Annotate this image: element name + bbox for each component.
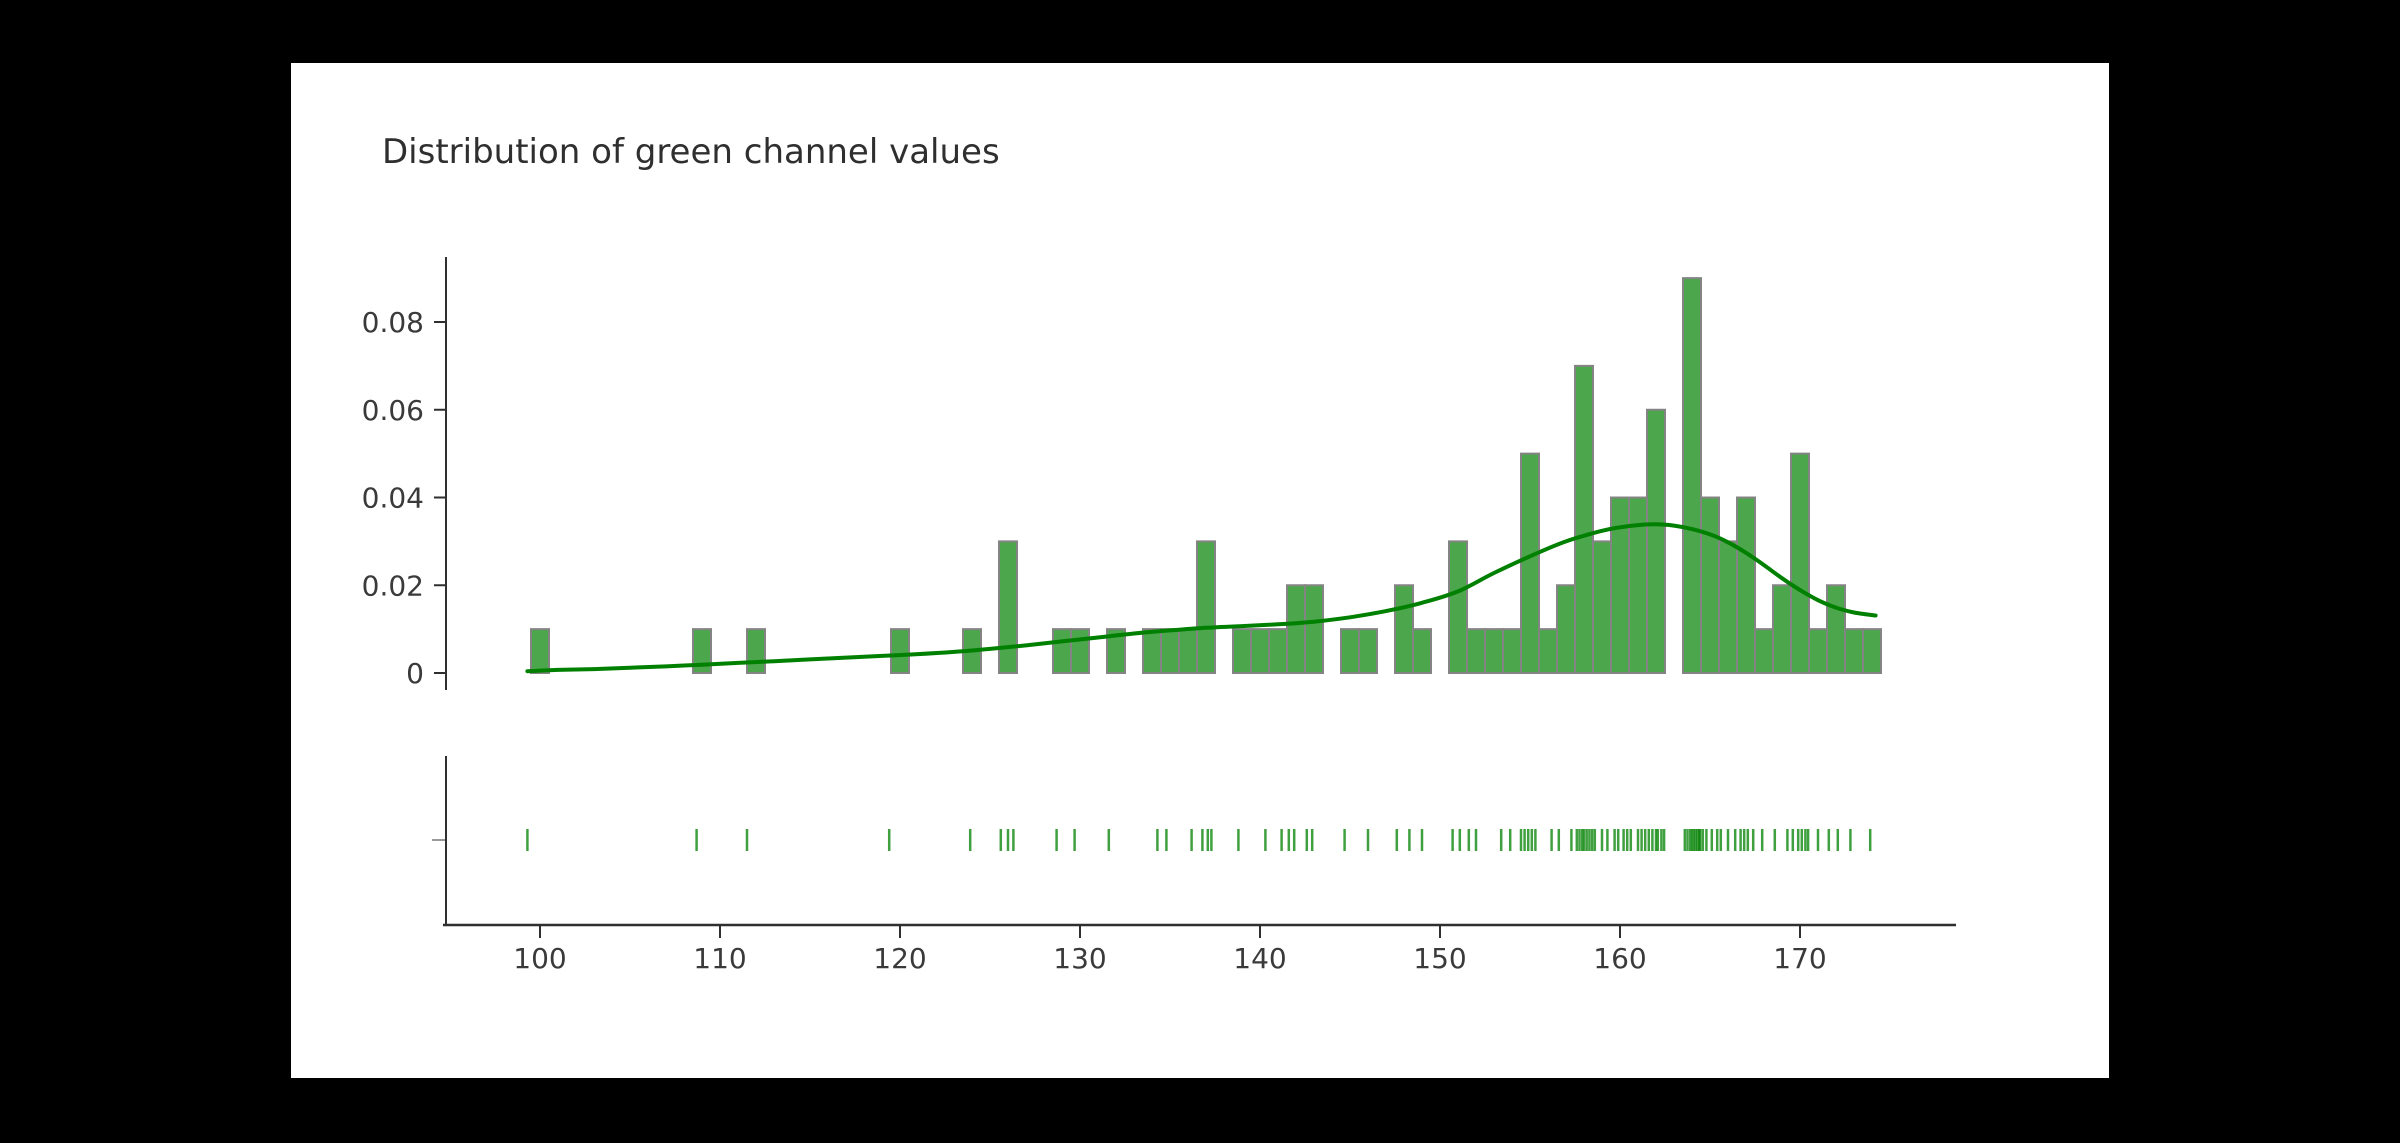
- y-axis-ticks: 0 0.02 0.04 0.06 0.08: [362, 306, 446, 690]
- histogram-bar: [1412, 628, 1432, 674]
- histogram-bar: [1448, 540, 1468, 674]
- y-tick-label: 0: [406, 657, 424, 690]
- histogram-bar: [1232, 628, 1252, 674]
- histogram-bar: [1754, 628, 1774, 674]
- x-tick-label: 100: [513, 942, 566, 975]
- x-tick-label: 160: [1593, 942, 1646, 975]
- histogram-bar: [530, 628, 550, 674]
- x-tick-label: 130: [1053, 942, 1106, 975]
- kde-line: [525, 522, 1878, 674]
- histogram-bar: [1268, 628, 1288, 674]
- chart-title: Distribution of green channel values: [382, 132, 1000, 172]
- x-tick-label: 110: [693, 942, 746, 975]
- histogram-bars: [530, 277, 1882, 674]
- histogram-bar: [890, 628, 910, 674]
- histogram-bar: [1556, 584, 1576, 674]
- histogram-bar: [1718, 540, 1738, 674]
- histogram-bar: [1574, 364, 1594, 674]
- histogram-bar: [1700, 496, 1720, 674]
- histogram-bar: [1736, 496, 1756, 674]
- histogram-bar: [1394, 584, 1414, 674]
- x-tick-label: 120: [873, 942, 926, 975]
- histogram-bar: [1862, 628, 1882, 674]
- histogram-bar: [1646, 408, 1666, 674]
- histogram-bar: [1304, 584, 1324, 674]
- histogram-bar: [1826, 584, 1846, 674]
- histogram-bar: [1250, 628, 1270, 674]
- histogram-bar: [1466, 628, 1486, 674]
- histogram-bar: [1610, 496, 1630, 674]
- histogram-bar: [1538, 628, 1558, 674]
- histogram-bar: [1790, 452, 1810, 674]
- histogram-bar: [1808, 628, 1828, 674]
- histogram-bar: [1106, 628, 1126, 674]
- histogram-bar: [1592, 540, 1612, 674]
- histogram-bar: [1160, 628, 1180, 674]
- histogram-bar: [1502, 628, 1522, 674]
- histogram-bar: [746, 628, 766, 674]
- kde-curve: [525, 522, 1878, 674]
- histogram-bar: [1520, 452, 1540, 674]
- y-tick-label: 0.06: [362, 394, 424, 427]
- histogram-bar: [1340, 628, 1360, 674]
- histogram-bar: [1844, 628, 1864, 674]
- histogram-bar: [1052, 628, 1072, 674]
- histogram-bar: [1484, 628, 1504, 674]
- histogram-bar: [1142, 628, 1162, 674]
- x-tick-label: 150: [1413, 942, 1466, 975]
- histogram-bar: [1070, 628, 1090, 674]
- histogram-bar: [692, 628, 712, 674]
- rug-marks: [526, 829, 1872, 851]
- histogram-bar: [1196, 540, 1216, 674]
- histogram-bar: [1358, 628, 1378, 674]
- x-tick-label: 170: [1773, 942, 1826, 975]
- histogram-bar: [1682, 277, 1702, 674]
- histogram-bar: [1178, 628, 1198, 674]
- y-tick-label: 0.02: [362, 569, 424, 602]
- histogram-bar: [1286, 584, 1306, 674]
- x-axis-ticks: 100 110 120 130 140 150 160 170: [513, 926, 1827, 975]
- histogram-bar: [998, 540, 1018, 674]
- histogram-bar: [1772, 584, 1792, 674]
- y-tick-label: 0.04: [362, 482, 424, 515]
- x-tick-label: 140: [1233, 942, 1286, 975]
- y-tick-label: 0.08: [362, 306, 424, 339]
